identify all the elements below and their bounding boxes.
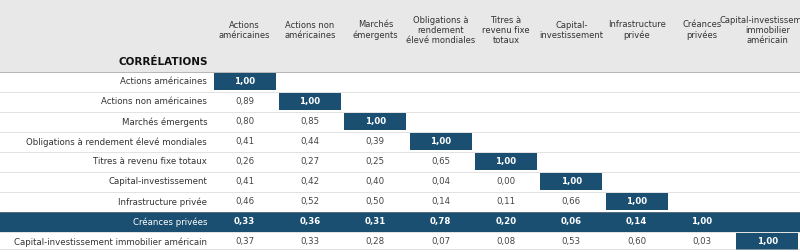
Text: 0,25: 0,25 <box>366 158 385 166</box>
Text: Obligations à rendement élevé mondiales: Obligations à rendement élevé mondiales <box>26 137 207 147</box>
Text: Titres à revenu fixe totaux: Titres à revenu fixe totaux <box>94 158 207 166</box>
Text: 0,27: 0,27 <box>301 158 319 166</box>
Text: 0,03: 0,03 <box>693 237 711 246</box>
Text: Capital-investissement immobilier américain: Capital-investissement immobilier améric… <box>14 237 207 247</box>
Text: 1,00: 1,00 <box>365 117 386 126</box>
Bar <box>0 212 800 232</box>
Bar <box>736 234 798 250</box>
Text: Obligations à
rendement
élevé mondiales: Obligations à rendement élevé mondiales <box>406 16 475 45</box>
Text: 0,14: 0,14 <box>431 198 450 206</box>
Text: 0,06: 0,06 <box>561 217 582 227</box>
Text: 0,33: 0,33 <box>301 237 319 246</box>
Bar <box>0 0 800 72</box>
Text: Actions américaines: Actions américaines <box>120 77 207 86</box>
Text: 0,78: 0,78 <box>430 217 451 227</box>
Text: 1,00: 1,00 <box>495 158 517 166</box>
Text: 1,00: 1,00 <box>430 137 451 146</box>
Text: Infrastructure privée: Infrastructure privée <box>118 197 207 207</box>
Bar <box>475 153 537 170</box>
Bar <box>214 73 276 90</box>
Text: Créances
privées: Créances privées <box>682 20 722 40</box>
Bar <box>606 194 668 210</box>
Text: Marchés
émergents: Marchés émergents <box>353 20 398 40</box>
Text: Capital-investissement: Capital-investissement <box>108 177 207 186</box>
Text: 0,80: 0,80 <box>235 117 254 126</box>
Text: 0,60: 0,60 <box>627 237 646 246</box>
Text: Marchés émergents: Marchés émergents <box>122 117 207 127</box>
Text: Capital-investissement
immobilier
américain: Capital-investissement immobilier améric… <box>719 16 800 45</box>
Text: 0,00: 0,00 <box>497 177 515 186</box>
Text: 0,52: 0,52 <box>301 198 319 206</box>
Bar <box>540 173 602 191</box>
Bar <box>344 113 406 130</box>
Text: CORRÉLATIONS: CORRÉLATIONS <box>118 57 208 67</box>
Text: 0,65: 0,65 <box>431 158 450 166</box>
Text: 1,00: 1,00 <box>757 237 778 246</box>
Text: 0,14: 0,14 <box>626 217 647 227</box>
Text: 0,40: 0,40 <box>366 177 385 186</box>
Text: 0,41: 0,41 <box>235 177 254 186</box>
Text: 0,44: 0,44 <box>301 137 319 146</box>
Text: 1,00: 1,00 <box>691 217 713 227</box>
Text: Créances privées: Créances privées <box>133 217 207 227</box>
Text: 0,26: 0,26 <box>235 158 254 166</box>
Text: 0,20: 0,20 <box>495 217 517 227</box>
Text: Titres à
revenu fixe
totaux: Titres à revenu fixe totaux <box>482 16 530 45</box>
Text: 0,08: 0,08 <box>497 237 515 246</box>
Text: 0,66: 0,66 <box>562 198 581 206</box>
Text: 0,31: 0,31 <box>365 217 386 227</box>
Text: 1,00: 1,00 <box>234 77 255 86</box>
Text: 1,00: 1,00 <box>626 198 647 206</box>
Text: Actions non
américaines: Actions non américaines <box>284 21 336 40</box>
Text: Actions
américaines: Actions américaines <box>219 21 270 40</box>
Text: 0,89: 0,89 <box>235 97 254 106</box>
Text: 0,07: 0,07 <box>431 237 450 246</box>
Text: Actions non américaines: Actions non américaines <box>102 97 207 106</box>
Text: 1,00: 1,00 <box>299 97 321 106</box>
Text: Capital-
investissement: Capital- investissement <box>539 21 603 40</box>
Text: 0,42: 0,42 <box>301 177 319 186</box>
Text: 0,39: 0,39 <box>366 137 385 146</box>
Text: 0,33: 0,33 <box>234 217 255 227</box>
Bar <box>410 133 472 150</box>
Text: 0,46: 0,46 <box>235 198 254 206</box>
Text: 0,28: 0,28 <box>366 237 385 246</box>
Text: 0,11: 0,11 <box>497 198 515 206</box>
Text: 0,53: 0,53 <box>562 237 581 246</box>
Text: Infrastructure
privée: Infrastructure privée <box>608 20 666 40</box>
Bar <box>671 213 733 231</box>
Text: 0,85: 0,85 <box>301 117 319 126</box>
Text: 0,50: 0,50 <box>366 198 385 206</box>
Text: 0,04: 0,04 <box>431 177 450 186</box>
Bar <box>279 93 341 110</box>
Text: 1,00: 1,00 <box>561 177 582 186</box>
Text: 0,37: 0,37 <box>235 237 254 246</box>
Text: 0,36: 0,36 <box>299 217 321 227</box>
Text: 0,41: 0,41 <box>235 137 254 146</box>
